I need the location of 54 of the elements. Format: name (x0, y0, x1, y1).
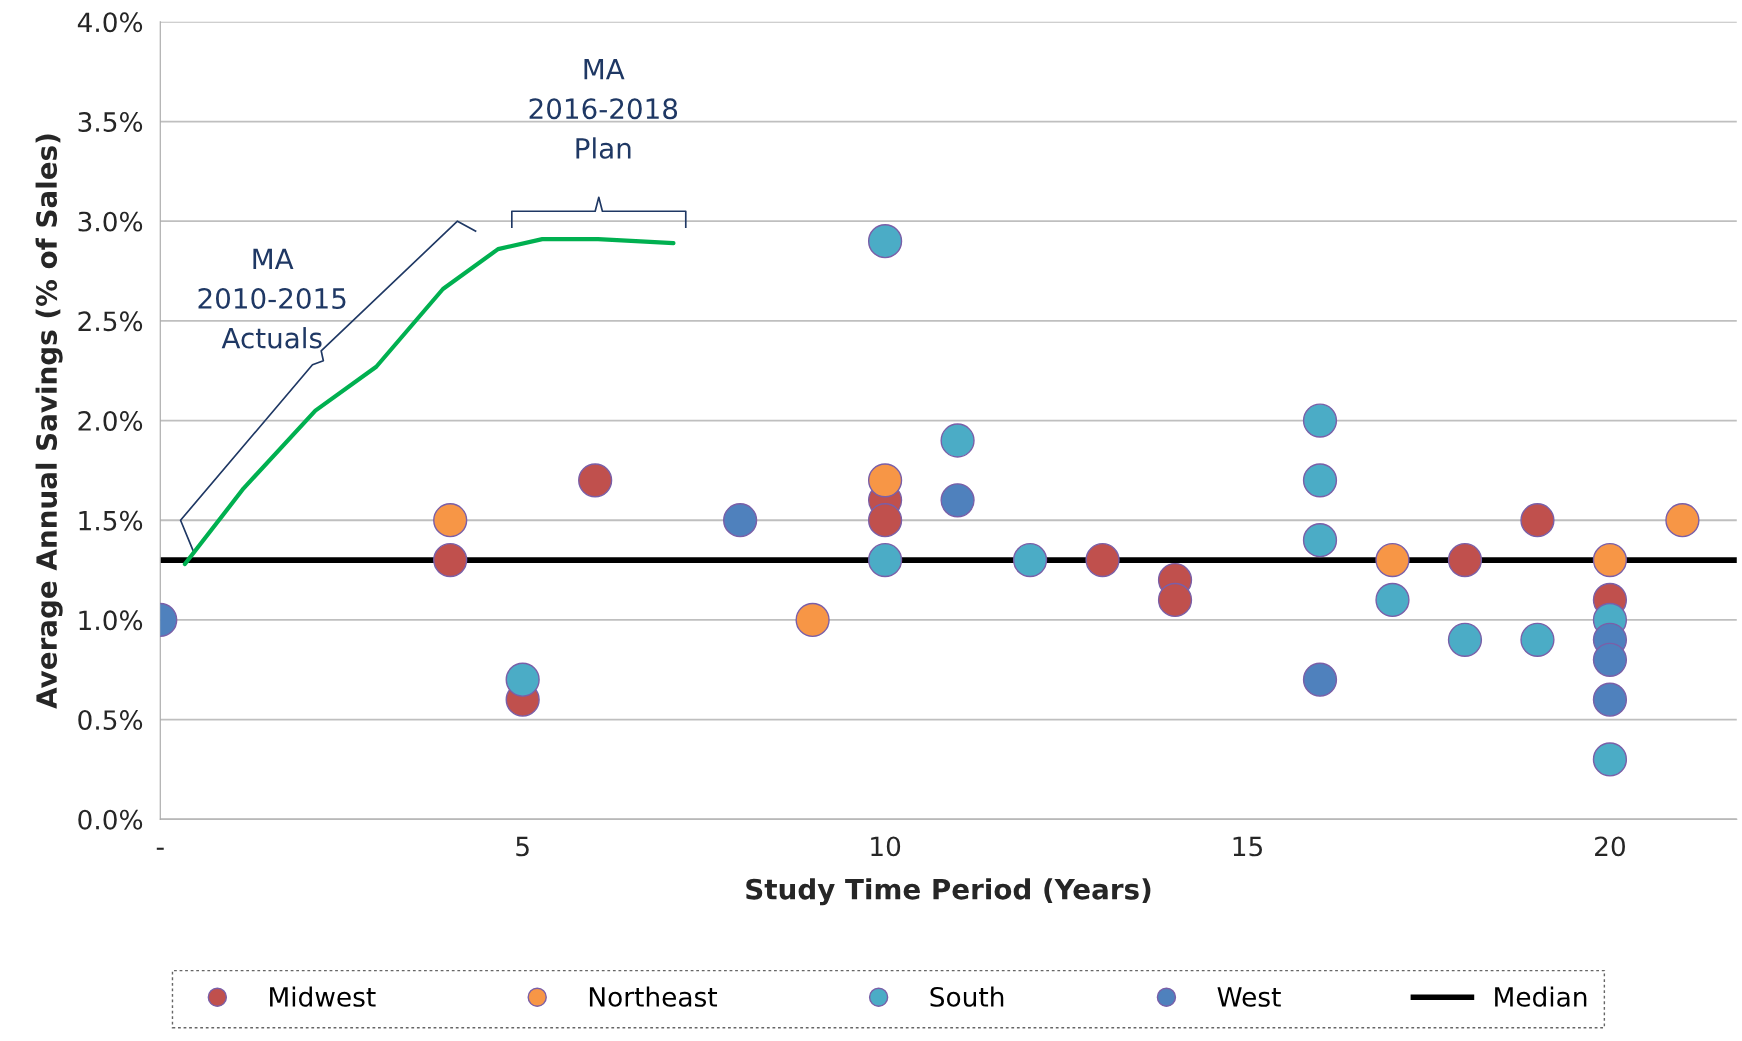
point (1302, 662, 1338, 697)
point (1302, 403, 1338, 438)
y-tick-label: 4.0% (77, 12, 143, 33)
point (1520, 622, 1555, 657)
y-tick-label: 1.5% (79, 510, 143, 531)
legend-label: South (930, 986, 1004, 1007)
point (433, 542, 468, 578)
x-tick-label: 20 (1595, 836, 1625, 857)
x-tick-label: - (156, 847, 164, 850)
point (1302, 523, 1338, 558)
point (1592, 742, 1628, 777)
legend-label: Midwest (270, 986, 376, 1007)
y-tick-label: 2.5% (78, 311, 143, 332)
point (1157, 582, 1193, 618)
y-tick-label: 0.0% (78, 809, 143, 830)
y-tick-label: 2.0% (78, 411, 143, 431)
point (940, 423, 975, 458)
point (1665, 503, 1700, 538)
y-axis-title: Average Annual Savings (% of Sales) (35, 134, 63, 709)
point (1302, 463, 1338, 498)
point (1592, 682, 1628, 717)
y-tick-label: 3.0% (78, 211, 143, 232)
point (940, 483, 975, 518)
line-series (182, 237, 676, 567)
point (1592, 642, 1628, 677)
point (1447, 542, 1483, 578)
y-tick-label: 0.5% (78, 710, 143, 730)
y-tick-label: 1.0% (79, 610, 143, 631)
y-tick-label: 3.5% (78, 111, 143, 132)
point (505, 662, 540, 697)
x-tick-label: 10 (871, 836, 901, 857)
point (433, 503, 468, 538)
legend-label: Northeast (589, 986, 718, 1007)
x-tick-label: 5 (516, 836, 529, 857)
point (1447, 622, 1483, 657)
legend-label: West (1217, 987, 1281, 1007)
point (867, 542, 903, 578)
point (795, 602, 830, 638)
point (867, 463, 903, 498)
point (1375, 542, 1410, 578)
annotation: MA 2010-2015 Actuals (198, 248, 346, 349)
annotation: MA 2016-2018 Plan (529, 59, 678, 159)
legend-label: Median (1495, 986, 1587, 1007)
point (723, 503, 758, 538)
point (1375, 582, 1410, 618)
point (1520, 503, 1555, 538)
x-axis-title: Study Time Period (Years) (746, 878, 1151, 906)
point (1592, 542, 1628, 578)
point (867, 224, 903, 259)
point (578, 463, 613, 498)
point (867, 503, 903, 538)
point (1012, 542, 1048, 578)
point (1085, 542, 1120, 578)
x-tick-label: 15 (1233, 836, 1262, 857)
